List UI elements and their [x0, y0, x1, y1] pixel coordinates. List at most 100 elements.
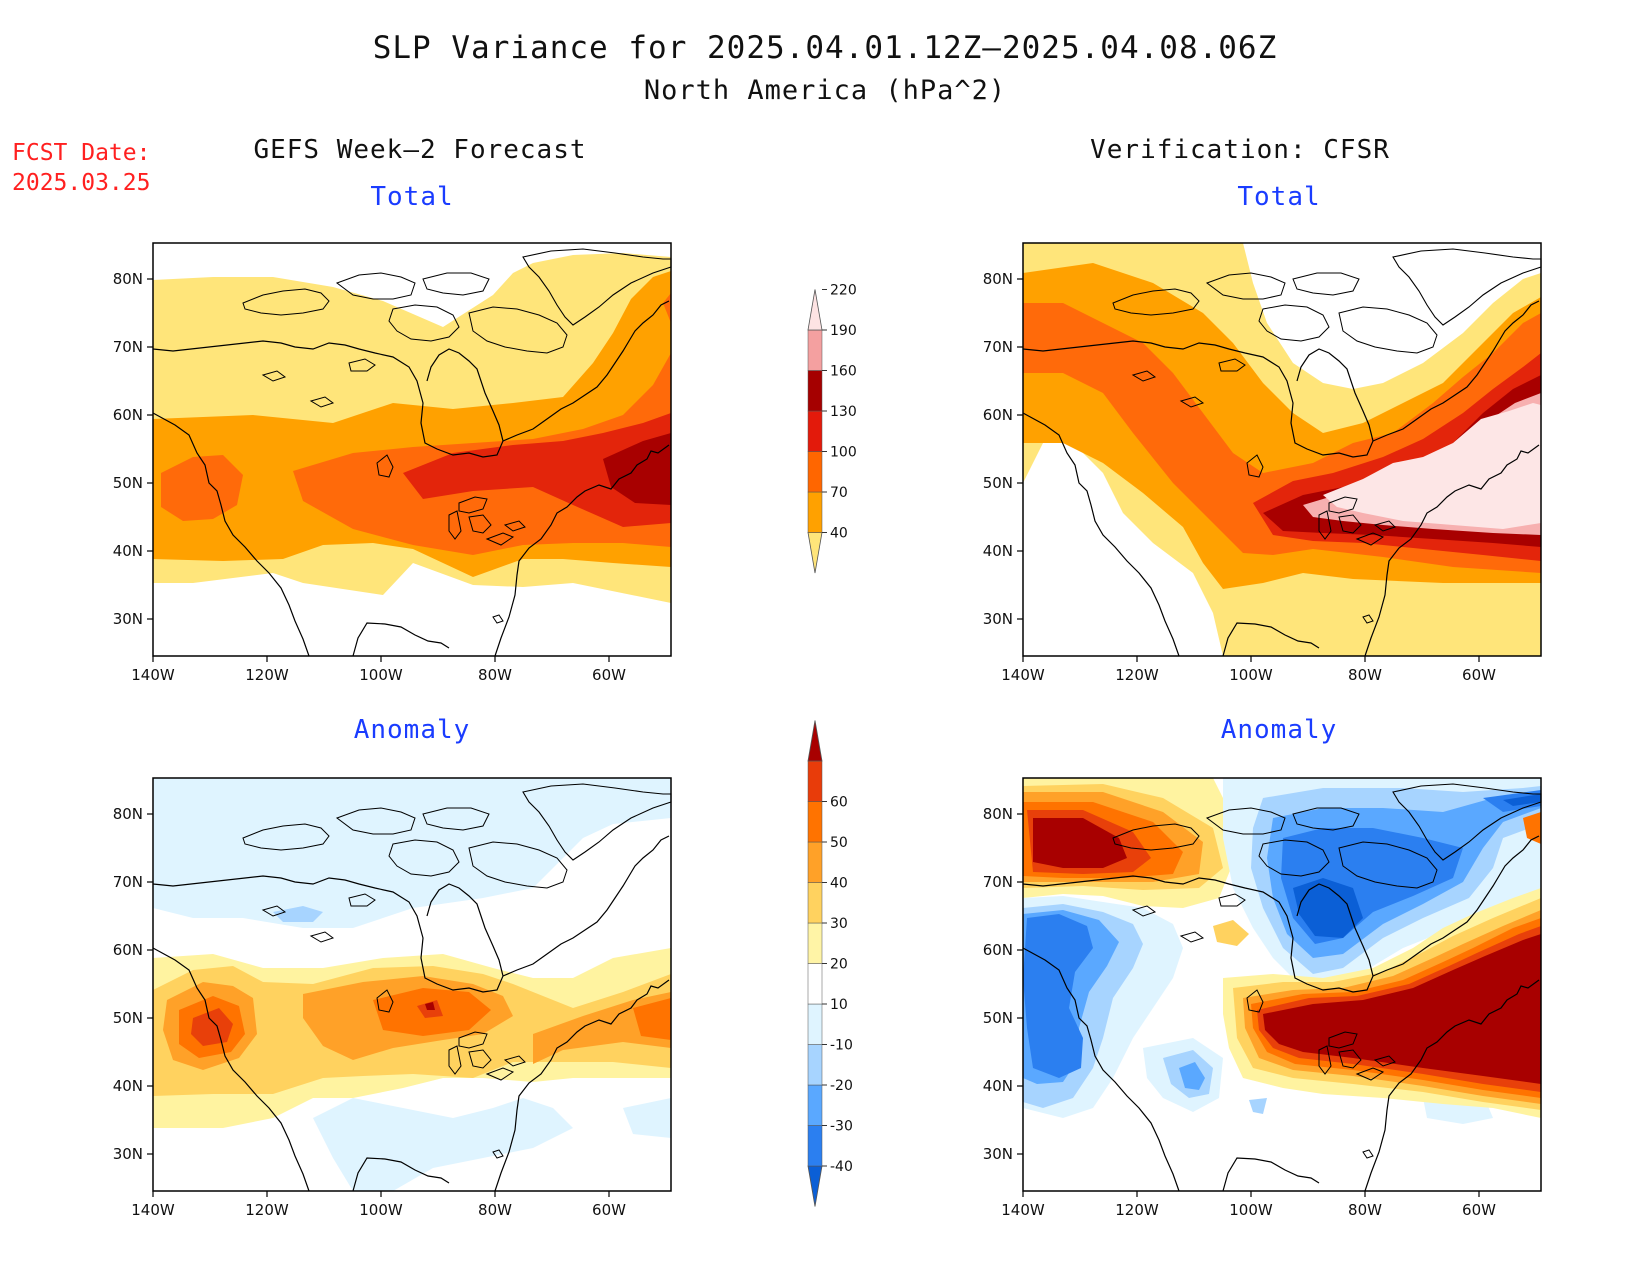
colorbar-label: 30	[830, 916, 848, 932]
lat-label: 50N	[983, 474, 1013, 492]
lon-label: 80W	[1348, 666, 1382, 684]
lat-label: 80N	[983, 805, 1013, 823]
colorbar-segment	[807, 451, 823, 493]
map-verification-anomaly	[1022, 777, 1542, 1192]
colorbar-segment	[807, 882, 823, 924]
fill-m40-west	[1023, 914, 1093, 1078]
map-forecast-anomaly	[152, 777, 672, 1192]
lon-label: 100W	[359, 666, 403, 684]
lat-label: 80N	[983, 270, 1013, 288]
left-column-title: GEFS Week–2 Forecast	[253, 135, 587, 165]
colorbar-label: 40	[830, 526, 848, 542]
colorbar-end-high	[807, 289, 823, 331]
lat-label: 40N	[113, 542, 143, 560]
map-frame	[1022, 242, 1542, 657]
lon-label: 140W	[131, 1201, 175, 1219]
lat-label: 80N	[113, 805, 143, 823]
lon-label: 120W	[1115, 1201, 1159, 1219]
lat-label: 60N	[983, 406, 1013, 424]
lon-label: 60W	[592, 666, 626, 684]
fill-m20-sw2	[1249, 1098, 1267, 1114]
lat-label: 70N	[983, 338, 1013, 356]
colorbar-total: 40 70 100 130 160 190 220	[807, 283, 857, 574]
fill-m30-sw	[1179, 1062, 1205, 1090]
colorbar-segment	[807, 370, 823, 412]
lon-label: 100W	[1229, 666, 1273, 684]
fill-40	[179, 988, 671, 1058]
lon-label: 100W	[1229, 1201, 1273, 1219]
colorbar-label: -40	[830, 1159, 853, 1175]
map-frame	[152, 777, 672, 1192]
colorbar-label: 70	[830, 485, 848, 501]
main-title: SLP Variance for 2025.04.01.12Z–2025.04.…	[372, 30, 1278, 66]
fill-20-center	[1213, 920, 1249, 946]
lon-label: 140W	[131, 666, 175, 684]
map-verification-total	[1022, 242, 1542, 657]
colorbar-segment	[807, 491, 823, 533]
colorbar-label: 60	[830, 795, 848, 811]
lat-label: 30N	[113, 1145, 143, 1163]
colorbar-segment	[807, 801, 823, 843]
colorbar-anomaly: -40 -30 -20 -10 10 20 30 40 50 60	[807, 720, 853, 1207]
colorbar-label: 50	[830, 835, 848, 851]
main-subtitle: North America (hPa^2)	[643, 75, 1007, 106]
colorbar-label: 190	[830, 323, 857, 339]
lat-label: 60N	[113, 406, 143, 424]
lat-label: 40N	[983, 542, 1013, 560]
colorbar-segment	[807, 760, 823, 802]
lon-label: 120W	[245, 666, 289, 684]
colorbar-segment	[807, 1044, 823, 1086]
fill-m20	[273, 906, 323, 922]
panel-br-label: Anomaly	[1220, 715, 1338, 745]
lon-label: 120W	[245, 1201, 289, 1219]
colorbar-label: 20	[830, 957, 848, 973]
colorbar-label: -10	[830, 1038, 853, 1054]
fill-50	[191, 1000, 443, 1046]
colorbar-segment	[807, 410, 823, 452]
colorbar-segment	[807, 1003, 823, 1045]
colorbar-label: 220	[830, 283, 857, 299]
lon-label: 80W	[1348, 1201, 1382, 1219]
lon-label: 120W	[1115, 666, 1159, 684]
lat-label: 30N	[983, 1145, 1013, 1163]
colorbar-label: 130	[830, 404, 857, 420]
lat-label: 60N	[113, 941, 143, 959]
axes-layer: 140W 120W 100W 80W 60W 80N 70N 60N 50N 40N 30N 140W…	[113, 270, 1496, 1219]
colorbar-label: 160	[830, 364, 857, 380]
lon-label: 60W	[592, 1201, 626, 1219]
lat-label: 30N	[983, 610, 1013, 628]
lat-label: 40N	[983, 1077, 1013, 1095]
lat-label: 40N	[113, 1077, 143, 1095]
colorbar-label: -20	[830, 1078, 853, 1094]
fill-m10-east	[623, 1098, 671, 1138]
lon-label: 60W	[1462, 666, 1496, 684]
map-frame	[152, 242, 672, 657]
panel-tl-label: Total	[370, 182, 454, 212]
lon-label: 80W	[478, 1201, 512, 1219]
colorbar-end-low	[807, 1165, 823, 1207]
colorbar-segment	[807, 841, 823, 883]
lon-label: 60W	[1462, 1201, 1496, 1219]
lat-label: 30N	[113, 610, 143, 628]
colorbar-label: 100	[830, 445, 857, 461]
fill-m50-arctic	[1293, 794, 1541, 938]
fill-40-ne	[1523, 812, 1541, 844]
forecast-date: FCST Date: 2025.03.25	[12, 138, 150, 198]
colorbar-segment	[807, 1125, 823, 1167]
fill-160	[603, 433, 671, 505]
lon-label: 140W	[1001, 666, 1045, 684]
map-forecast-total	[152, 242, 672, 657]
colorbar-segment	[807, 329, 823, 371]
colorbar-segment	[807, 963, 823, 1005]
fill-60	[425, 1002, 435, 1010]
lon-label: 80W	[478, 666, 512, 684]
lat-label: 70N	[983, 873, 1013, 891]
colorbar-label: -30	[830, 1119, 853, 1135]
right-column-title: Verification: CFSR	[1090, 135, 1390, 165]
forecast-date-value: 2025.03.25	[12, 170, 151, 196]
colorbar-end-high	[807, 720, 823, 762]
colorbar-label: 40	[830, 876, 848, 892]
lon-label: 100W	[359, 1201, 403, 1219]
lat-label: 70N	[113, 338, 143, 356]
